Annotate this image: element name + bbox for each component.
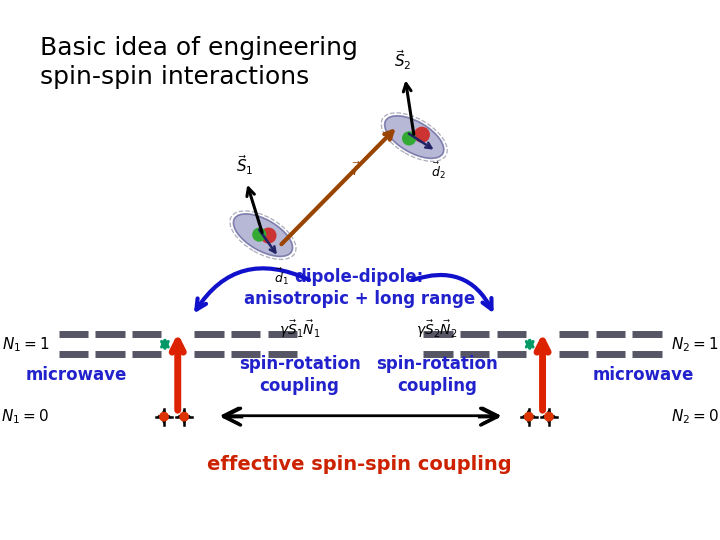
Text: spin-rotation
coupling: spin-rotation coupling bbox=[377, 355, 498, 395]
Text: microwave: microwave bbox=[593, 367, 694, 384]
Text: $N_1 = 1$: $N_1 = 1$ bbox=[2, 335, 50, 354]
Text: $N_2 = 0$: $N_2 = 0$ bbox=[671, 407, 719, 426]
Text: $\vec{d}_2$: $\vec{d}_2$ bbox=[431, 160, 446, 181]
Text: spin-rotation
coupling: spin-rotation coupling bbox=[239, 355, 361, 395]
Circle shape bbox=[180, 413, 189, 421]
Circle shape bbox=[525, 413, 533, 421]
Text: $N_2 = 1$: $N_2 = 1$ bbox=[671, 335, 719, 354]
Text: dipole-dipole:
anisotropic + long range: dipole-dipole: anisotropic + long range bbox=[243, 268, 475, 308]
Ellipse shape bbox=[233, 214, 292, 256]
Text: $\gamma \vec{S}_1 \vec{N}_1$: $\gamma \vec{S}_1 \vec{N}_1$ bbox=[279, 319, 320, 340]
Text: $N_1 = 0$: $N_1 = 0$ bbox=[1, 407, 50, 426]
Text: $\vec{d}_1$: $\vec{d}_1$ bbox=[274, 266, 289, 287]
Text: $\vec{r}$: $\vec{r}$ bbox=[352, 160, 361, 179]
Text: Basic idea of engineering
spin-spin interactions: Basic idea of engineering spin-spin inte… bbox=[40, 36, 358, 89]
Ellipse shape bbox=[384, 116, 444, 158]
Circle shape bbox=[261, 228, 276, 243]
Text: $\vec{S}_1$: $\vec{S}_1$ bbox=[236, 153, 253, 177]
Circle shape bbox=[253, 228, 266, 241]
Circle shape bbox=[160, 413, 168, 421]
Text: effective spin-spin coupling: effective spin-spin coupling bbox=[207, 455, 511, 474]
Circle shape bbox=[545, 413, 553, 421]
Circle shape bbox=[402, 132, 415, 145]
Text: $\vec{S}_2$: $\vec{S}_2$ bbox=[395, 49, 412, 72]
Circle shape bbox=[415, 127, 429, 142]
Text: microwave: microwave bbox=[26, 367, 127, 384]
Text: $\gamma \vec{S}_2 \vec{N}_2$: $\gamma \vec{S}_2 \vec{N}_2$ bbox=[416, 319, 458, 340]
